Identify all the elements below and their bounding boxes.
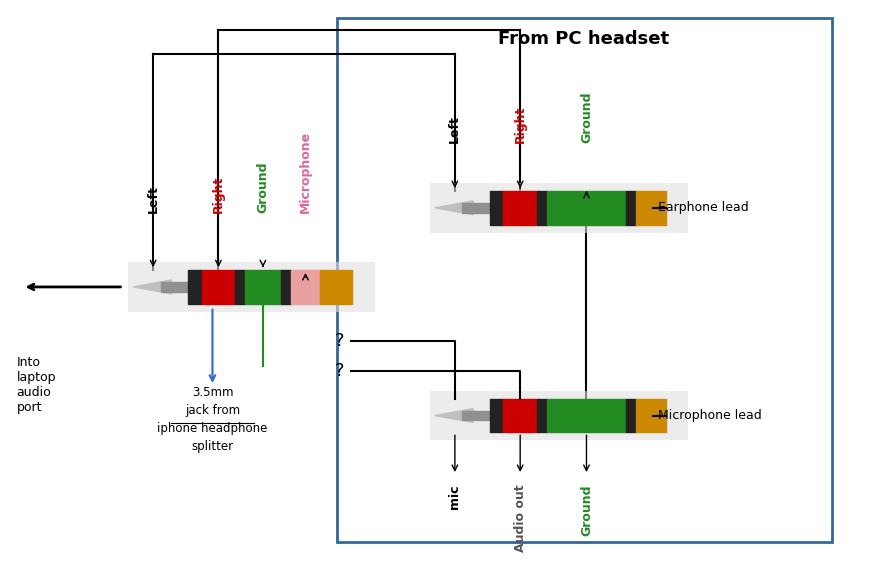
Bar <box>291 270 321 304</box>
Text: Right: Right <box>514 106 526 144</box>
Bar <box>537 191 547 225</box>
Bar <box>245 270 281 304</box>
Bar <box>626 191 636 225</box>
Bar <box>503 399 537 433</box>
Polygon shape <box>435 201 473 215</box>
Bar <box>462 203 489 213</box>
Bar <box>281 270 291 304</box>
Text: Left: Left <box>448 116 462 144</box>
Bar <box>636 399 665 433</box>
Text: Right: Right <box>212 176 225 213</box>
Text: Earphone lead: Earphone lead <box>657 201 749 214</box>
Text: Microphone: Microphone <box>299 131 312 213</box>
Text: ?: ? <box>335 332 344 351</box>
Text: 3.5mm
jack from
iphone headphone
splitter: 3.5mm jack from iphone headphone splitte… <box>158 386 268 453</box>
Text: ?: ? <box>335 362 344 380</box>
Bar <box>338 18 832 542</box>
Bar <box>489 399 503 433</box>
Text: Into
laptop
audio
port: Into laptop audio port <box>17 356 56 414</box>
Bar <box>202 270 235 304</box>
Bar <box>321 270 352 304</box>
Bar <box>235 270 245 304</box>
Text: From PC headset: From PC headset <box>498 30 669 48</box>
Polygon shape <box>133 280 171 294</box>
Bar <box>537 399 547 433</box>
Polygon shape <box>435 409 473 422</box>
Bar <box>188 270 202 304</box>
Bar <box>462 411 489 421</box>
Text: Left: Left <box>146 185 159 213</box>
Text: Ground: Ground <box>256 161 269 213</box>
FancyBboxPatch shape <box>430 391 688 440</box>
Bar <box>489 191 503 225</box>
Bar <box>636 191 665 225</box>
FancyBboxPatch shape <box>430 183 688 233</box>
Bar <box>547 399 626 433</box>
Text: Ground: Ground <box>580 485 593 536</box>
Text: Ground: Ground <box>580 92 593 144</box>
FancyBboxPatch shape <box>128 262 375 312</box>
Bar <box>547 191 626 225</box>
Text: Microphone lead: Microphone lead <box>657 409 761 422</box>
Bar <box>626 399 636 433</box>
Text: mic: mic <box>448 485 462 510</box>
Text: Audio out: Audio out <box>514 485 526 552</box>
Bar <box>160 282 188 292</box>
Bar <box>503 191 537 225</box>
